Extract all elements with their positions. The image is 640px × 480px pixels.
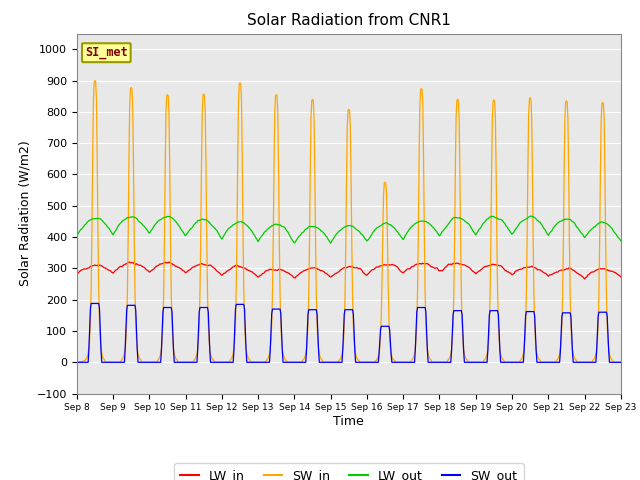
SW_in	[91, 78, 99, 84]
LW_out	[568, 218, 576, 224]
SW_out	[193, 360, 201, 365]
LW_in	[73, 271, 81, 277]
LW_in	[580, 276, 588, 282]
LW_in	[165, 259, 173, 265]
SW_out	[73, 360, 81, 365]
Y-axis label: Solar Radiation (W/m2): Solar Radiation (W/m2)	[18, 141, 31, 287]
SW_in	[102, 360, 109, 365]
LW_in	[341, 264, 349, 270]
LW_in	[448, 262, 456, 267]
LW_in	[394, 264, 402, 270]
Line: LW_in: LW_in	[77, 262, 621, 279]
Legend: LW_in, SW_in, LW_out, SW_out: LW_in, SW_in, LW_out, SW_out	[174, 463, 524, 480]
Title: Solar Radiation from CNR1: Solar Radiation from CNR1	[247, 13, 451, 28]
SW_in	[568, 346, 576, 352]
LW_out	[216, 233, 223, 239]
LW_out	[448, 216, 456, 222]
LW_out	[617, 238, 625, 243]
SW_in	[617, 360, 625, 365]
LW_out	[73, 233, 81, 239]
SW_in	[449, 337, 456, 343]
SW_out	[617, 360, 625, 365]
Line: SW_in: SW_in	[77, 81, 621, 362]
SW_out	[341, 307, 349, 312]
LW_out	[341, 224, 349, 229]
LW_in	[193, 263, 201, 268]
LW_in	[617, 274, 625, 280]
SW_out	[394, 360, 402, 365]
LW_in	[568, 266, 575, 272]
X-axis label: Time: Time	[333, 415, 364, 428]
SW_out	[87, 300, 95, 306]
SW_out	[448, 348, 456, 354]
LW_out	[193, 219, 200, 225]
Line: LW_out: LW_out	[77, 216, 621, 243]
SW_in	[73, 359, 81, 365]
SW_in	[217, 360, 225, 365]
LW_out	[394, 229, 402, 235]
SW_in	[194, 346, 202, 352]
Text: SI_met: SI_met	[85, 46, 128, 59]
SW_out	[568, 331, 575, 337]
SW_out	[216, 360, 224, 365]
SW_in	[395, 360, 403, 365]
SW_in	[342, 243, 349, 249]
Line: SW_out: SW_out	[77, 303, 621, 362]
LW_out	[527, 213, 535, 219]
LW_out	[327, 240, 335, 246]
LW_in	[216, 271, 224, 277]
